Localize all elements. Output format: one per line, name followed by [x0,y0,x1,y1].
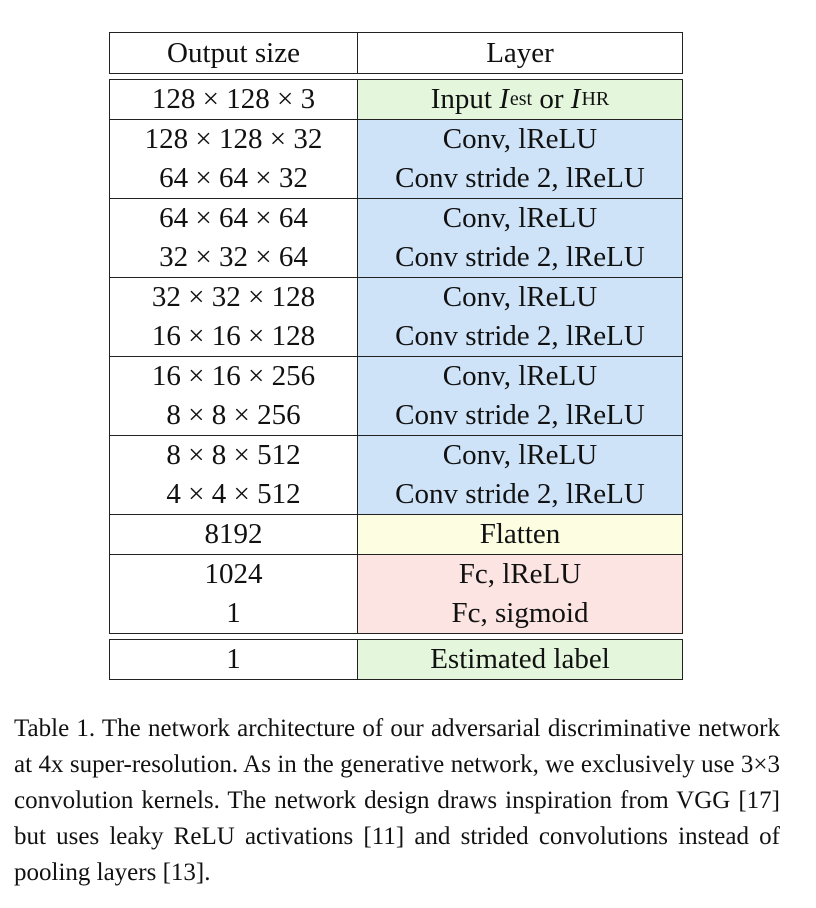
output-size-cell: 16 × 16 × 256 [151,360,316,392]
layer-cell: Conv, lReLU [442,202,598,234]
conv-block-4: 16 × 16 × 256 8 × 8 × 256 Conv, lReLU Co… [110,357,682,436]
output-table: 1 Estimated label [109,639,683,680]
output-size-cell: 64 × 64 × 32 [159,162,308,194]
layer-cell: Conv, lReLU [442,281,598,313]
layer-cell: Conv stride 2, lReLU [395,320,645,352]
output-size-cell: 16 × 16 × 128 [151,320,316,352]
output-size-cell: 128 × 128 × 32 [144,123,323,155]
output-size-cell: 64 × 64 × 64 [159,202,308,234]
table-caption: Table 1. The network architecture of our… [14,715,780,886]
layer-cell: Conv stride 2, lReLU [395,478,645,510]
layer-cell: Conv stride 2, lReLU [395,399,645,431]
header-row: Output size Layer [110,33,682,73]
header-table: Output size Layer [109,32,683,74]
output-layer: Estimated label [430,643,610,675]
output-size-cell: 1 [226,597,241,629]
layer-cell: Fc, lReLU [458,558,582,590]
layer-cell: Fc, sigmoid [451,597,589,629]
output-size-cell: 1024 [204,558,263,590]
flatten-row: 8192 Flatten [110,515,682,555]
layer-cell: Conv, lReLU [442,439,598,471]
fc-block: 1024 1 Fc, lReLU Fc, sigmoid [110,555,682,633]
conv-block-5: 8 × 8 × 512 4 × 4 × 512 Conv, lReLU Conv… [110,436,682,515]
output-size-cell: 8 × 8 × 512 [166,439,301,471]
layer-cell: Conv, lReLU [442,123,598,155]
flatten-size: 8192 [204,518,263,550]
output-row: 1 Estimated label [110,640,682,679]
conv-block-1: 128 × 128 × 32 64 × 64 × 32 Conv, lReLU … [110,120,682,199]
output-size-cell: 32 × 32 × 128 [151,281,316,313]
header-layer: Layer [486,36,554,69]
flatten-layer: Flatten [479,518,561,550]
conv-block-3: 32 × 32 × 128 16 × 16 × 128 Conv, lReLU … [110,278,682,357]
output-size-cell: 4 × 4 × 512 [166,478,301,510]
header-output-size: Output size [167,36,300,69]
layer-cell: Conv stride 2, lReLU [395,162,645,194]
layer-cell: Conv, lReLU [442,360,598,392]
layer-cell: Conv stride 2, lReLU [395,241,645,273]
conv-block-2: 64 × 64 × 64 32 × 32 × 64 Conv, lReLU Co… [110,199,682,278]
output-size-cell: 32 × 32 × 64 [159,241,308,273]
output-size: 1 [226,643,241,675]
output-size-cell: 8 × 8 × 256 [166,399,301,431]
input-size: 128 × 128 × 3 [151,83,316,115]
